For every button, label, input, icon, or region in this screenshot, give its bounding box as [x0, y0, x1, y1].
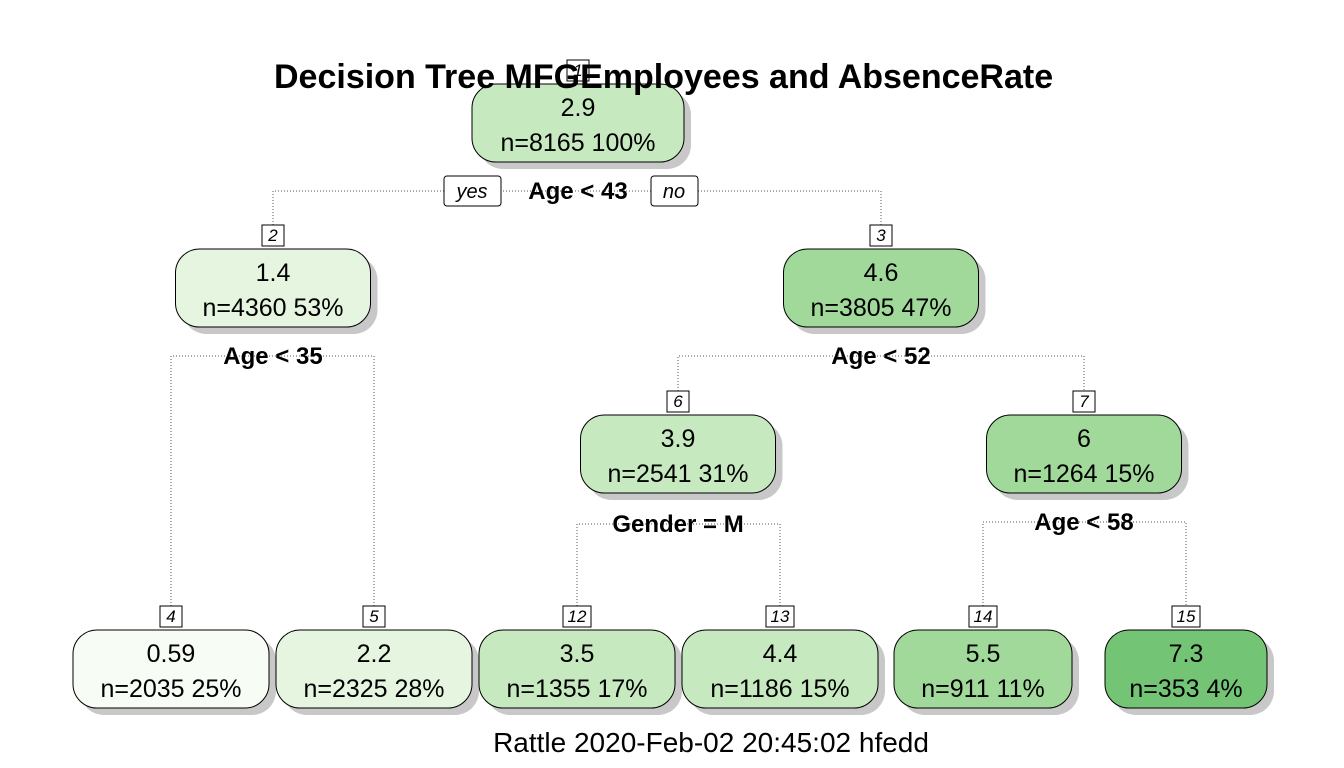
tree-node-15: 7.3 n=353 4% 15: [1104, 605, 1274, 715]
tree-node-13: 4.4 n=1186 15% 13: [681, 605, 885, 715]
node-box: [783, 248, 979, 328]
node-value: 2.2: [357, 640, 392, 668]
node-id-box: [159, 605, 183, 628]
yes-box: [443, 175, 502, 207]
node-box: [275, 629, 473, 709]
root-branch-labels: yes no: [443, 175, 699, 207]
node-box: [1104, 629, 1268, 709]
node-count: n=2035 25%: [100, 675, 241, 703]
node-id-box: [1171, 605, 1201, 628]
node-value: 3.5: [560, 640, 595, 668]
splits-layer: Age < 43 Age < 35 Age < 52 Gender = M Age < …: [223, 175, 1134, 538]
node-id-label: 7: [1079, 392, 1089, 411]
node-box: [478, 629, 676, 709]
tree-node-2: 1.4 n=4360 53% 2: [175, 224, 378, 334]
tree-node-1: 2.9 n=8165 100% 1: [471, 59, 691, 169]
node-id-label: 4: [166, 607, 175, 626]
node-count: n=3805 47%: [810, 294, 951, 322]
node-count: n=353 4%: [1129, 675, 1242, 703]
split-label-7: Age < 58: [1034, 509, 1133, 536]
tree-node-4: 0.59 n=2035 25% 4: [72, 605, 276, 715]
node-value: 4.4: [763, 640, 798, 668]
node-value: 1.4: [256, 259, 291, 287]
node-count: n=8165 100%: [500, 129, 655, 157]
node-id-label: 1: [573, 61, 582, 80]
tree-node-7: 6 n=1264 15% 7: [986, 390, 1189, 500]
node-count: n=4360 53%: [202, 294, 343, 322]
no-label: no: [663, 181, 685, 203]
node-box: [471, 83, 685, 163]
node-count: n=1264 15%: [1013, 460, 1154, 488]
edges-layer: [170, 190, 1187, 612]
chart-title: Decision Tree MFGEmployees and AbsenceRa…: [274, 58, 1054, 96]
node-id-label: 15: [1177, 607, 1196, 626]
tree-node-5: 2.2 n=2325 28% 5: [275, 605, 479, 715]
node-id-box: [566, 59, 590, 82]
tree-node-14: 5.5 n=911 11% 14: [893, 605, 1079, 715]
split-label-1: Age < 43: [528, 178, 627, 205]
node-id-box: [1072, 390, 1096, 413]
split-label-6: Gender = M: [612, 511, 743, 538]
node-id-box: [261, 224, 285, 247]
split-label-3: Age < 52: [831, 343, 930, 370]
footer-timestamp: Rattle 2020-Feb-02 20:45:02 hfedd: [493, 727, 929, 758]
tree-node-12: 3.5 n=1355 17% 12: [478, 605, 682, 715]
node-box: [893, 629, 1073, 709]
node-id-label: 6: [673, 392, 683, 411]
node-count: n=2541 31%: [607, 460, 748, 488]
node-id-box: [562, 605, 592, 628]
edge-split-2: [170, 355, 375, 612]
node-value: 4.6: [864, 259, 899, 287]
node-value: 5.5: [966, 640, 1001, 668]
node-box: [986, 414, 1182, 494]
yes-label: yes: [454, 181, 487, 203]
node-count: n=2325 28%: [303, 675, 444, 703]
node-id-label: 2: [267, 226, 278, 245]
node-box: [580, 414, 776, 494]
node-value: 7.3: [1169, 640, 1204, 668]
edge-split-7: [982, 521, 1187, 612]
node-id-box: [968, 605, 998, 628]
node-count: n=911 11%: [921, 675, 1045, 703]
node-id-label: 14: [974, 607, 993, 626]
split-label-2: Age < 35: [223, 343, 322, 370]
node-id-box: [666, 390, 690, 413]
node-value: 3.9: [661, 425, 696, 453]
nodes-layer: 2.9 n=8165 100% 1 1.4 n=4360 53% 2 4.6 n=3805 4…: [72, 59, 1274, 715]
edge-split-6: [576, 523, 781, 612]
node-id-box: [362, 605, 386, 628]
node-count: n=1186 15%: [710, 675, 849, 703]
node-id-label: 13: [771, 607, 790, 626]
node-id-label: 5: [369, 607, 379, 626]
edge-split-3: [677, 355, 1085, 397]
node-box: [175, 248, 371, 328]
node-box: [681, 629, 879, 709]
node-value: 0.59: [147, 640, 196, 668]
node-id-label: 3: [876, 226, 886, 245]
tree-node-3: 4.6 n=3805 47% 3: [783, 224, 986, 334]
no-box: [650, 175, 699, 207]
node-count: n=1355 17%: [506, 675, 647, 703]
node-box: [72, 629, 270, 709]
node-id-label: 12: [568, 607, 587, 626]
tree-node-6: 3.9 n=2541 31% 6: [580, 390, 783, 500]
node-value: 2.9: [561, 94, 596, 122]
node-id-box: [869, 224, 893, 247]
node-id-box: [765, 605, 795, 628]
node-value: 6: [1077, 425, 1091, 453]
